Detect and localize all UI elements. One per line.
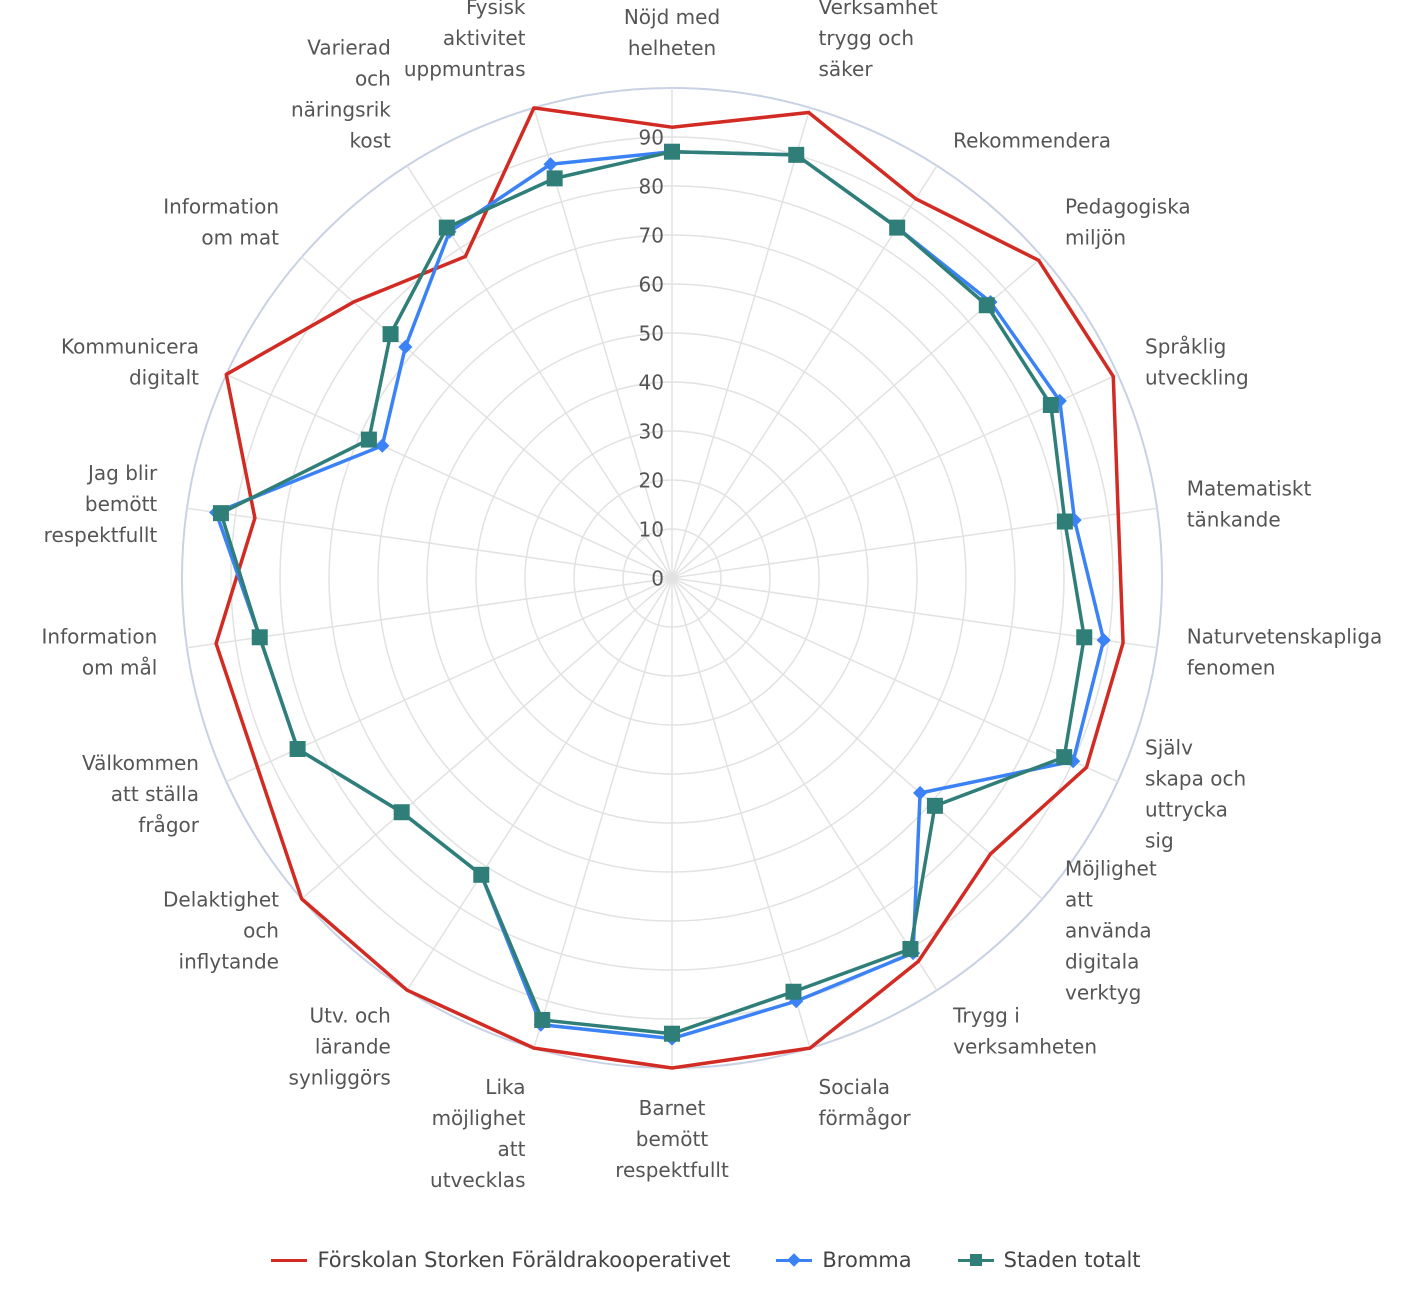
category-label: Möjlighet att använda digitala verktyg [1065,857,1157,1005]
data-point-square [473,866,490,883]
data-point-square [546,170,563,187]
category-label: Lika möjlighet att utvecklas [430,1075,526,1192]
grid-spoke [186,577,673,649]
data-point-square [289,740,306,757]
tick-label: 60 [639,273,664,297]
tick-label: 0 [651,567,664,591]
data-point-square [534,1011,551,1028]
grid-spoke [225,373,673,579]
data-point-square [664,143,680,160]
legend-item-0[interactable]: Förskolan Storken Föräldrakooperativet [271,1248,730,1272]
legend-diamond-icon [776,1250,813,1270]
data-point-diamond [398,339,413,355]
tick-label: 30 [639,420,664,444]
tick-label: 70 [639,224,664,248]
grid-spoke [406,577,673,991]
data-point-square [978,297,995,314]
legend-item-2[interactable]: Staden totalt [957,1248,1141,1272]
data-point-square [889,219,906,236]
tick-label: 90 [639,126,664,150]
grid-spoke [186,507,673,579]
category-label: Kommunicera digitalt [61,334,199,389]
tick-label: 50 [639,322,664,346]
legend-label: Bromma [822,1248,912,1272]
grid-spoke [671,577,1043,900]
grid-spoke [671,577,938,991]
tick-label: 20 [639,469,664,493]
tick-label: 80 [639,175,664,199]
legend: Förskolan Storken Föräldrakooperativet B… [0,1248,1412,1272]
category-label: Verksamhet trygg och säker [819,0,938,81]
legend-item-1[interactable]: Bromma [776,1248,912,1272]
tick-label: 40 [639,371,664,395]
category-label: Trygg i verksamheten [952,1003,1097,1058]
category-label: Matematiskt tänkande [1187,476,1312,531]
category-label: Välkommen att ställa frågor [82,751,200,837]
data-point-square [438,219,455,236]
data-point-square [1056,513,1073,530]
tick-label: 10 [639,518,664,542]
data-point-square [393,804,410,821]
data-point-diamond [543,157,558,172]
data-point-square [926,797,943,814]
data-point-square [1076,629,1093,646]
category-label: Jag blir bemött respektfullt [44,461,158,547]
grid-spoke [671,107,811,579]
legend-square-icon [957,1250,994,1270]
category-label: Information om mat [163,194,279,249]
category-label: Barnet bemött respektfullt [615,1096,729,1182]
category-label: Utv. och lärande synliggörs [289,1003,391,1089]
legend-line-icon [271,1250,308,1270]
grid-spoke [671,577,811,1049]
legend-label: Förskolan Storken Föräldrakooperativet [317,1248,731,1272]
data-point-diamond [913,785,928,801]
data-point-square [788,146,805,163]
series-line-0 [214,106,1125,1070]
category-label: Naturvetenskapliga fenomen [1187,625,1383,680]
radar-chart: 0 10 20 30 40 50 60 70 80 90 Nöjd med helheten Verks… [42,0,1383,1192]
data-point-square [212,505,229,522]
data-point-square [251,629,268,646]
data-point-square [664,1025,680,1042]
data-point-diamond [375,438,390,453]
category-label: Sociala förmågor [819,1075,912,1130]
data-point-square [1056,749,1073,766]
category-label: Fysisk aktivitet uppmuntras [404,0,526,81]
category-label: Själv skapa och uttrycka sig [1145,736,1246,853]
grid-spoke [533,577,673,1049]
data-point-square [360,431,377,448]
data-point-diamond [1096,632,1111,648]
category-label: Pedagogiska miljön [1065,194,1191,249]
grid-spoke [301,577,673,900]
data-point-square [785,983,802,1000]
category-label: Delaktighet och inflytande [163,888,279,974]
category-label: Rekommendera [953,129,1111,153]
data-point-square [1042,396,1059,413]
grid-spoke [671,577,1158,649]
category-label: Varierad och näringsrik kost [291,36,391,153]
legend-label: Staden totalt [1003,1248,1141,1272]
data-point-square [902,940,919,957]
category-label: Information om mål [42,625,158,680]
grid-spoke [671,577,1119,783]
category-label: Nöjd med helheten [624,5,720,60]
category-label: Språklig utveckling [1145,334,1249,389]
grid-spoke [301,256,673,579]
grid-spoke [671,507,1158,579]
data-point-square [382,326,399,343]
